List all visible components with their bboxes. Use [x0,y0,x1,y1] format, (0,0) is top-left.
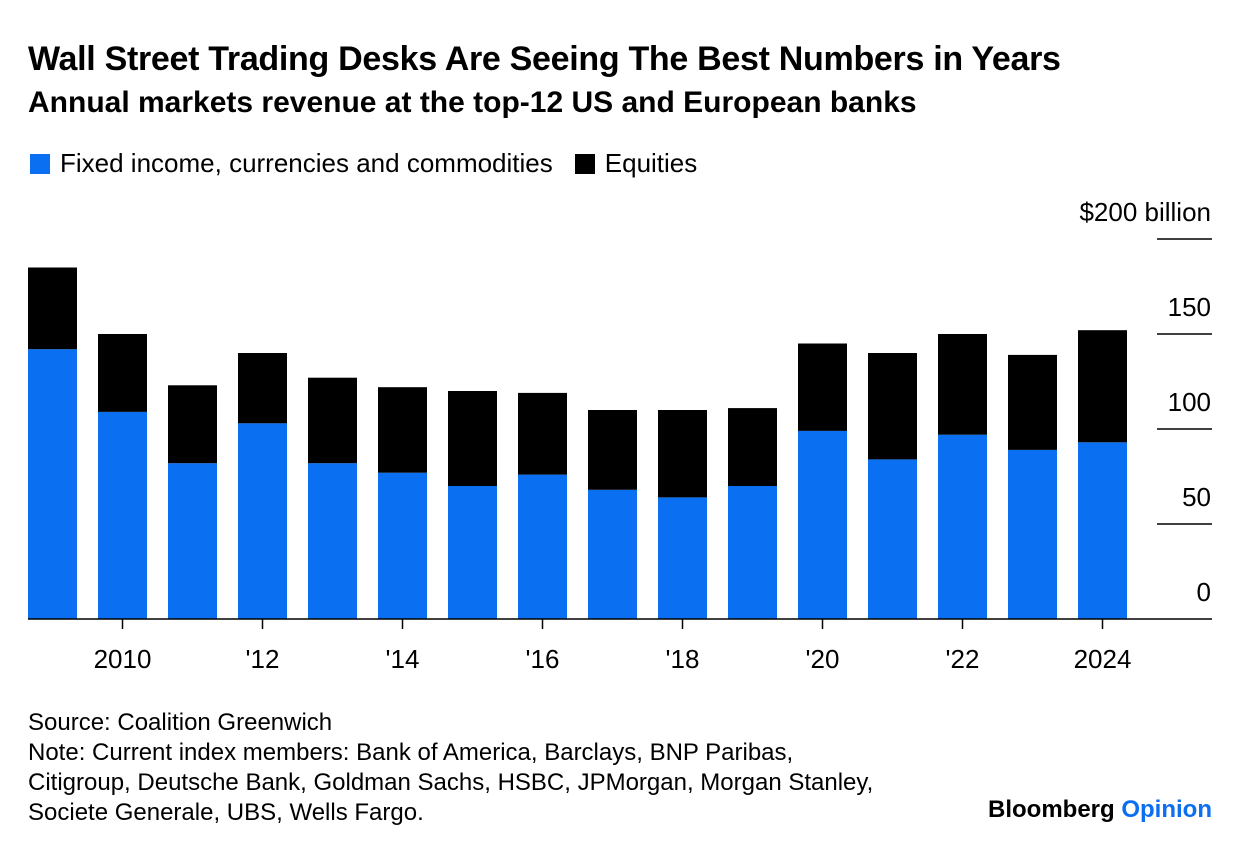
legend: Fixed income, currencies and commodities… [30,148,719,179]
bar-equities-2014 [378,387,427,473]
y-tick-label-150: 150 [1168,292,1211,322]
bar-ficc-2016 [518,474,567,619]
bar-ficc-2015 [448,486,497,619]
bar-ficc-2011 [168,463,217,619]
x-tick-label-2020: '20 [806,644,840,674]
legend-item-ficc: Fixed income, currencies and commodities [30,148,553,179]
x-tick-label-2018: '18 [666,644,700,674]
bars-group [28,267,1127,619]
chart-subtitle: Annual markets revenue at the top-12 US … [28,86,917,119]
bar-equities-2020 [798,343,847,431]
bar-equities-2024 [1078,330,1127,443]
bar-equities-2022 [938,334,987,435]
bar-equities-2023 [1008,354,1057,450]
x-axis: 2010 '12 '14 '16 '18 '20 '22 2024 [28,618,1212,674]
bar-ficc-2020 [798,430,847,619]
bar-equities-2015 [448,391,497,486]
legend-label-ficc: Fixed income, currencies and commodities [60,148,553,178]
y-tick-label-0: 0 [1197,577,1211,607]
bar-equities-2009 [28,267,77,350]
bar-ficc-2009 [28,349,77,619]
legend-label-equities: Equities [604,148,698,178]
x-tick-label-2014: '14 [386,644,420,674]
bar-equities-2021 [868,353,917,460]
y-tick-label-50: 50 [1182,482,1211,512]
legend-swatch-ficc [30,153,50,174]
footer: Source: Coalition Greenwich Note: Curren… [28,708,873,828]
bar-ficc-2021 [868,459,917,619]
bar-equities-2017 [588,410,637,490]
source-text: Source: Coalition Greenwich [28,709,333,736]
bar-equities-2011 [168,385,217,464]
bar-ficc-2023 [1008,449,1057,619]
bar-ficc-2010 [98,411,147,619]
bar-equities-2018 [658,410,707,498]
bar-ficc-2012 [238,423,287,619]
x-tick-label-2016: '16 [526,644,560,674]
note-line: Societe Generale, UBS, Wells Fargo. [28,799,424,826]
x-tick-label-2024: 2024 [1074,644,1132,674]
bar-ficc-2024 [1078,442,1127,619]
brand-name: Bloomberg [988,796,1115,823]
bar-ficc-2017 [588,489,637,619]
bar-ficc-2019 [728,486,777,619]
bar-equities-2010 [98,334,147,412]
x-tick-label-2022: '22 [946,644,980,674]
brand-logo: Bloomberg Opinion [988,796,1212,824]
bar-ficc-2018 [658,497,707,619]
bar-ficc-2014 [378,472,427,619]
chart-title: Wall Street Trading Desks Are Seeing The… [28,40,1061,78]
y-tick-label-200: $200 billion [1079,197,1211,227]
stacked-bar-chart: 0 50 100 150 $200 billion 2010 '12 '14 '16 '18 '2… [28,197,1212,674]
bar-equities-2019 [728,408,777,486]
brand-section: Opinion [1121,796,1212,823]
legend-item-equities: Equities [574,148,698,179]
note-line: Note: Current index members: Bank of Ame… [28,739,794,766]
x-tick-label-2010: 2010 [94,644,152,674]
legend-swatch-equities [574,153,595,174]
bar-equities-2012 [238,353,287,424]
bar-equities-2016 [518,392,567,475]
bar-ficc-2013 [308,463,357,619]
bar-equities-2013 [308,377,357,464]
y-axis: 0 50 100 150 $200 billion [1079,197,1212,607]
bar-ficc-2022 [938,434,987,619]
x-tick-label-2012: '12 [246,644,280,674]
y-tick-label-100: 100 [1168,387,1211,417]
note-line: Citigroup, Deutsche Bank, Goldman Sachs,… [28,769,874,796]
